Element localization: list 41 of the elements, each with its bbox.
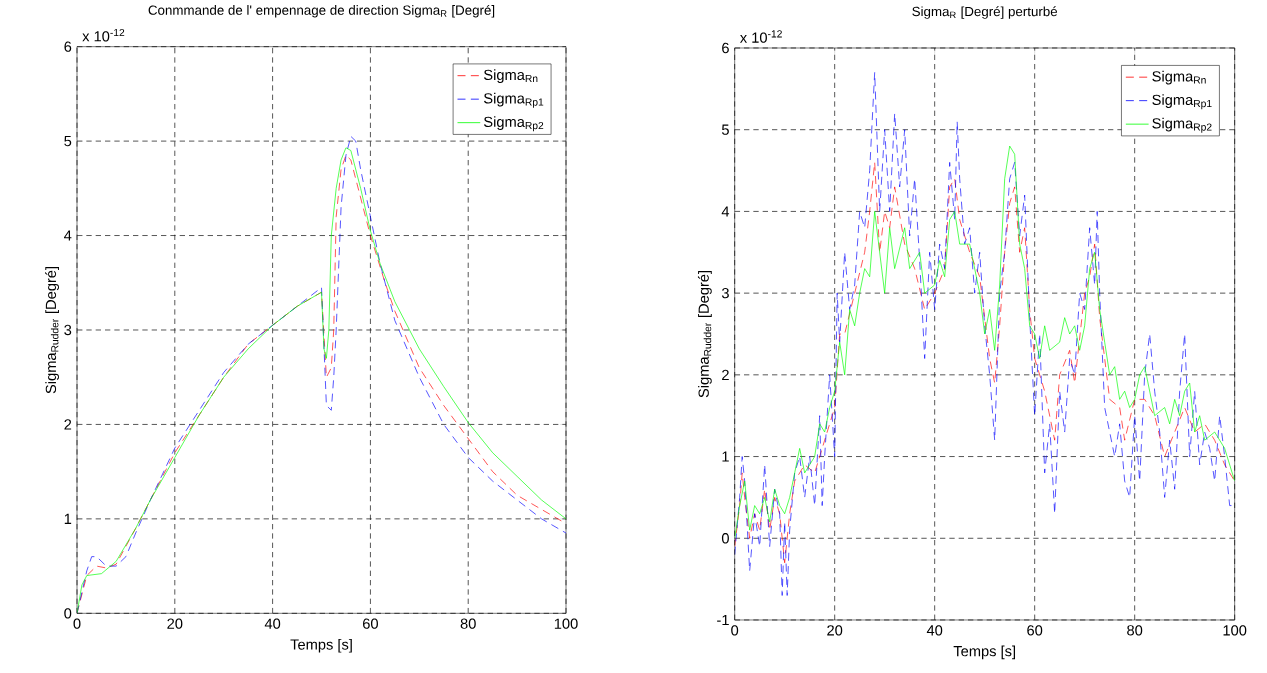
x-tick-label: 100 bbox=[554, 618, 578, 629]
y-tick-label: 3 bbox=[721, 287, 729, 299]
legend-label: Sigma$_{Rp2}$ bbox=[1152, 117, 1212, 133]
x-tick-label: 60 bbox=[363, 618, 378, 629]
text: x 10$^{-12}$ bbox=[82, 28, 125, 42]
chart-title: Conmmande de l' empennage de direction Sigma$_{R}$ [Degré] bbox=[148, 4, 495, 18]
y-tick-label: 5 bbox=[721, 124, 729, 135]
x-tick-label: 40 bbox=[926, 625, 943, 636]
x-tick-label: 100 bbox=[1223, 625, 1247, 636]
x-axis-title: Temps [s] bbox=[953, 645, 1016, 660]
x-tick-label: 20 bbox=[167, 618, 183, 629]
y-tick-label: 5 bbox=[64, 136, 72, 147]
legend-label: Sigma$_{Rn}$ bbox=[484, 69, 538, 83]
y-tick-label: 0 bbox=[64, 608, 72, 619]
x-tick-label: 0 bbox=[731, 625, 739, 636]
x-tick-label: 20 bbox=[827, 625, 843, 636]
x-tick-label: 60 bbox=[1027, 625, 1043, 636]
x-tick-label: 0 bbox=[73, 618, 81, 629]
y-tick-label: 2 bbox=[64, 419, 72, 430]
y-tick-label: 4 bbox=[721, 206, 730, 217]
legend-label: Sigma$_{Rn}$ bbox=[1152, 70, 1206, 85]
y-axis-title: Sigma$_{Rudder}$ [Degré] bbox=[697, 271, 712, 398]
legend-label: Sigma$_{Rp1}$ bbox=[484, 92, 544, 108]
x-tick-label: 40 bbox=[264, 618, 281, 629]
x-tick-label: 80 bbox=[460, 618, 476, 629]
text: x 10$^{-12}$ bbox=[740, 30, 782, 43]
y-tick-label: 0 bbox=[721, 533, 729, 544]
x-tick-label: 80 bbox=[1127, 625, 1143, 636]
x-axis-title: Temps [s] bbox=[290, 638, 352, 653]
y-tick-label: 1 bbox=[722, 451, 729, 462]
y-axis-title: Sigma$_{Rudder}$ [Degré] bbox=[45, 267, 59, 394]
legend-label: Sigma$_{Rp2}$ bbox=[484, 116, 544, 132]
y-tick-label: 1 bbox=[64, 513, 72, 524]
y-tick-label: 2 bbox=[722, 369, 729, 380]
y-tick-label: 6 bbox=[722, 42, 729, 54]
legend-label: Sigma$_{Rp1}$ bbox=[1152, 94, 1212, 110]
y-tick-label: 4 bbox=[64, 230, 72, 241]
y-tick-label: 6 bbox=[64, 41, 72, 52]
y-tick-label: 3 bbox=[64, 324, 72, 336]
y-tick-label: -1 bbox=[717, 614, 729, 626]
chart-title: Sigma$_{R}$ [Degré] perturbé bbox=[912, 6, 1058, 19]
